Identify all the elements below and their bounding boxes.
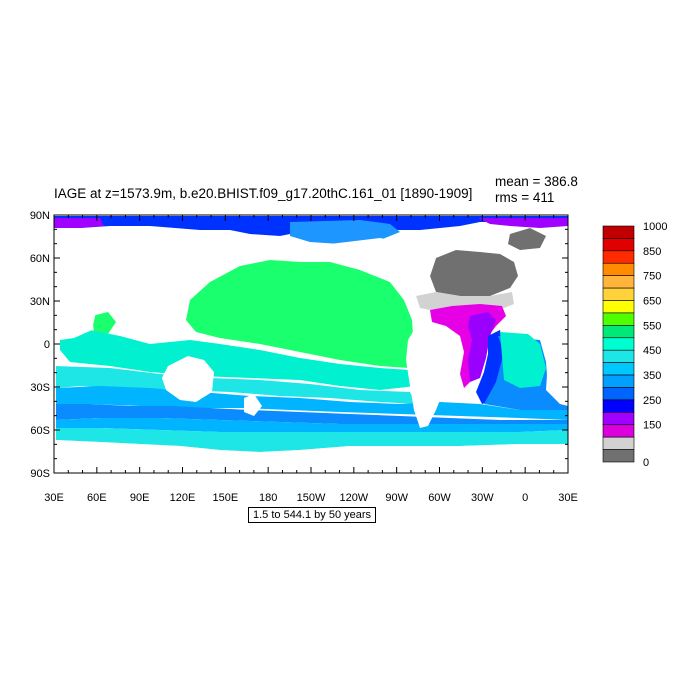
antarctica-land [54,440,568,473]
colorbar-label: 1000 [643,221,667,233]
africa-land [54,296,96,340]
lon-tick-label: 60E [87,492,107,504]
colorbar-swatch [602,436,635,450]
colorbar-swatch [602,349,635,363]
lon-tick-label: 90E [130,492,150,504]
colorbar-swatch [602,374,635,388]
lat-tick-label: 60S [30,425,50,437]
lon-tick-label: 60W [428,492,451,504]
south-america-land [406,326,460,428]
colorbar-swatch [602,337,635,351]
southern-ocean-band-4 [56,418,568,432]
lon-tick-label: 90W [385,492,408,504]
colorbar-label: 0 [643,457,649,469]
lat-tick-label: 90N [30,210,50,222]
arctic-purple-patch-right [478,218,568,228]
colorbar-swatch [602,424,635,438]
rms-stat: rms = 411 [495,190,555,205]
southern-ocean-band-3 [56,404,568,424]
lon-tick-label: 30E [44,492,64,504]
lon-tick-label: 150W [297,492,326,504]
map-panel [54,215,568,473]
colorbar-swatch [602,449,635,463]
colorbar-swatch [602,275,635,289]
north-atlantic-gray-region [430,250,518,296]
colorbar-label: 150 [643,420,661,432]
colorbar-swatch [602,362,635,376]
contour-info-box: 1.5 to 544.1 by 50 years [248,507,377,523]
pacific-ocean-region [186,260,414,368]
lon-tick-label: 30E [558,492,578,504]
colorbar-swatch [602,325,635,339]
arctic-light-patch [290,220,400,244]
tropical-band-region [60,330,416,390]
colorbar-label: 750 [643,271,661,283]
arctic-purple-patch-left [54,218,104,228]
southern-ocean-band-1 [56,366,416,404]
lon-tick-label: 120E [170,492,196,504]
atlantic-purple-core [468,312,496,382]
lon-tick-label: 150E [212,492,238,504]
colorbar-swatch [602,287,635,301]
colorbar-swatch [602,262,635,276]
new-zealand-land [244,394,262,416]
colorbar-swatch [602,312,635,326]
colorbar-swatch [602,238,635,252]
lon-axis: 30E 60E 90E 120E 150E 180 150W 120W 90W 60W 30W 0 30… [44,215,578,504]
lon-tick-label: 30W [471,492,494,504]
north-america-land [330,238,436,308]
colorbar-swatch [602,300,635,314]
colorbar-label: 250 [643,395,661,407]
atlantic-south-cyan [500,332,546,388]
colorbar-swatch [602,399,635,413]
nordic-gray-patch [508,228,546,250]
australia-land [162,356,214,402]
colorbar-label: 550 [643,320,661,332]
colorbar-label: 850 [643,246,661,258]
map-title: IAGE at z=1573.9m, b.e20.BHIST.f09_g17.2… [54,186,473,201]
lon-tick-label: 0 [522,492,528,504]
colorbar-label: 650 [643,296,661,308]
indian-ocean-green-patch [92,312,116,334]
north-atlantic-lightgray-region [416,292,514,312]
lat-tick-label: 30N [30,296,50,308]
lat-tick-label: 30S [30,382,50,394]
lon-tick-label: 180 [259,492,277,504]
lat-axis: 90N 60N 30N 0 30S 60S 90S [30,210,568,480]
mean-stat: mean = 386.8 [495,174,578,189]
colorbar-swatch [602,387,635,401]
colorbar-swatch [602,250,635,264]
lon-tick-label: 120W [339,492,368,504]
africa-south-land [540,336,568,404]
lat-tick-label: 60N [30,253,50,265]
colorbar: 1000 850 750 650 550 450 350 250 150 0 [602,221,667,469]
lat-tick-label: 90S [30,468,50,480]
colorbar-swatch [602,225,635,239]
colorbar-swatch [602,412,635,426]
colorbar-label: 450 [643,345,661,357]
lat-tick-label: 0 [44,339,50,351]
colorbar-label: 350 [643,370,661,382]
